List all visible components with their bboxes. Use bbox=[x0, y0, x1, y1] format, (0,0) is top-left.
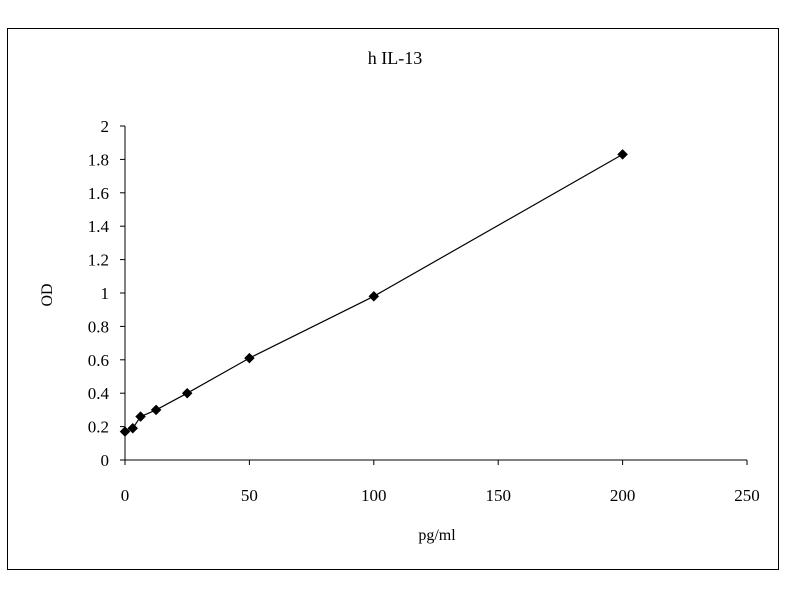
data-point bbox=[244, 352, 255, 364]
points-group bbox=[119, 149, 628, 437]
y-tick-label: 2 bbox=[101, 117, 110, 136]
x-tick-label: 0 bbox=[121, 486, 130, 505]
x-axis-label: pg/ml bbox=[418, 527, 456, 544]
data-point bbox=[181, 387, 193, 399]
x-tick-label: 250 bbox=[734, 486, 760, 505]
y-axis-label: OD bbox=[39, 283, 56, 306]
y-tick-label: 1.2 bbox=[88, 251, 109, 270]
data-point bbox=[127, 422, 139, 434]
y-tick-label: 0 bbox=[101, 451, 110, 470]
y-tick-label: 1.4 bbox=[88, 217, 110, 236]
data-point bbox=[617, 149, 628, 160]
y-tick-label: 1.8 bbox=[88, 150, 109, 169]
chart-title: h IL-13 bbox=[368, 48, 422, 68]
x-tick-label: 200 bbox=[610, 486, 636, 505]
y-tick-label: 1.6 bbox=[88, 184, 109, 203]
y-tick-label: 0.2 bbox=[88, 418, 109, 437]
y-tick-label: 0.6 bbox=[88, 351, 109, 370]
x-tick-label: 50 bbox=[241, 486, 258, 505]
y-tick-label: 1 bbox=[101, 284, 110, 303]
axes-group bbox=[124, 126, 747, 461]
data-point bbox=[135, 411, 146, 422]
y-tick-label: 0.8 bbox=[88, 317, 109, 336]
x-tick-label: 100 bbox=[361, 486, 387, 505]
chart-frame bbox=[7, 28, 779, 570]
data-point bbox=[150, 404, 162, 416]
ticks-group: 0 0.2 0.4 0.6 0.8 1 1.2 1.4 1.6 1.8 2 0 50 100 150 200 2… bbox=[88, 117, 760, 505]
data-point bbox=[119, 426, 131, 437]
data-point bbox=[368, 290, 380, 302]
y-tick-label: 0.4 bbox=[88, 384, 110, 403]
x-tick-label: 150 bbox=[485, 486, 511, 505]
